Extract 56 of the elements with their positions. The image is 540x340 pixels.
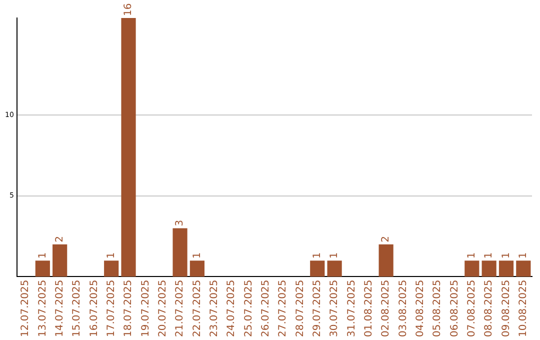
x-tick-label: 20.07.2025 <box>157 280 168 338</box>
x-tick-label: 30.07.2025 <box>329 280 340 338</box>
x-tick-label: 06.08.2025 <box>449 280 460 338</box>
x-tick-label: 14.07.2025 <box>54 280 66 338</box>
data-label: 1 <box>329 252 340 259</box>
x-tick-label: 02.08.2025 <box>380 280 392 338</box>
data-label: 1 <box>37 252 48 259</box>
x-tick-label: 18.07.2025 <box>123 280 134 338</box>
data-label: 1 <box>466 252 478 259</box>
x-tick-label: 10.08.2025 <box>518 280 530 338</box>
bar <box>172 228 188 277</box>
x-tick-label: 27.07.2025 <box>278 280 289 338</box>
x-tick-label: 29.07.2025 <box>312 280 323 338</box>
data-label: 1 <box>192 252 203 259</box>
data-label: 1 <box>484 252 495 259</box>
x-tick-label: 03.08.2025 <box>398 280 409 338</box>
x-tick-label: 04.08.2025 <box>414 280 426 338</box>
x-tick-label: 28.07.2025 <box>294 280 306 338</box>
x-tick-label: 16.07.2025 <box>88 280 100 338</box>
x-tick-label: 26.07.2025 <box>260 280 272 338</box>
data-label: 1 <box>500 252 512 259</box>
data-label: 2 <box>380 236 392 242</box>
bar <box>104 260 119 277</box>
bar <box>482 260 496 277</box>
data-label: 1 <box>312 252 323 259</box>
x-tick-label: 19.07.2025 <box>140 280 152 338</box>
data-label: 2 <box>54 236 66 242</box>
x-tick-label: 17.07.2025 <box>106 280 117 338</box>
x-tick-label: 01.08.2025 <box>363 280 374 338</box>
bar <box>464 260 480 277</box>
bar <box>190 260 204 277</box>
x-tick-label: 07.08.2025 <box>466 280 478 338</box>
x-tick-label: 05.08.2025 <box>432 280 444 338</box>
bar <box>378 244 394 277</box>
x-tick-label: 12.07.2025 <box>20 280 32 338</box>
x-tick-label: 22.07.2025 <box>192 280 203 338</box>
x-tick-label: 15.07.2025 <box>72 280 83 338</box>
x-tick-label: 24.07.2025 <box>226 280 238 338</box>
bar <box>121 18 136 277</box>
x-tick-label: 08.08.2025 <box>484 280 495 338</box>
bar <box>327 260 342 277</box>
x-tick-label: 23.07.2025 <box>208 280 220 338</box>
x-tick-label: 25.07.2025 <box>243 280 254 338</box>
data-label: 16 <box>123 3 134 16</box>
data-label: 1 <box>518 252 530 259</box>
x-tick-label: 31.07.2025 <box>346 280 358 338</box>
x-tick-label: 21.07.2025 <box>174 280 186 338</box>
bar <box>516 260 531 277</box>
bar <box>310 260 325 277</box>
x-tick-label: 13.07.2025 <box>37 280 48 338</box>
bar <box>52 244 68 277</box>
x-tick-label: 09.08.2025 <box>500 280 512 338</box>
data-label: 3 <box>174 220 186 226</box>
bar <box>498 260 514 277</box>
bar <box>35 260 50 277</box>
data-label: 1 <box>106 252 117 259</box>
